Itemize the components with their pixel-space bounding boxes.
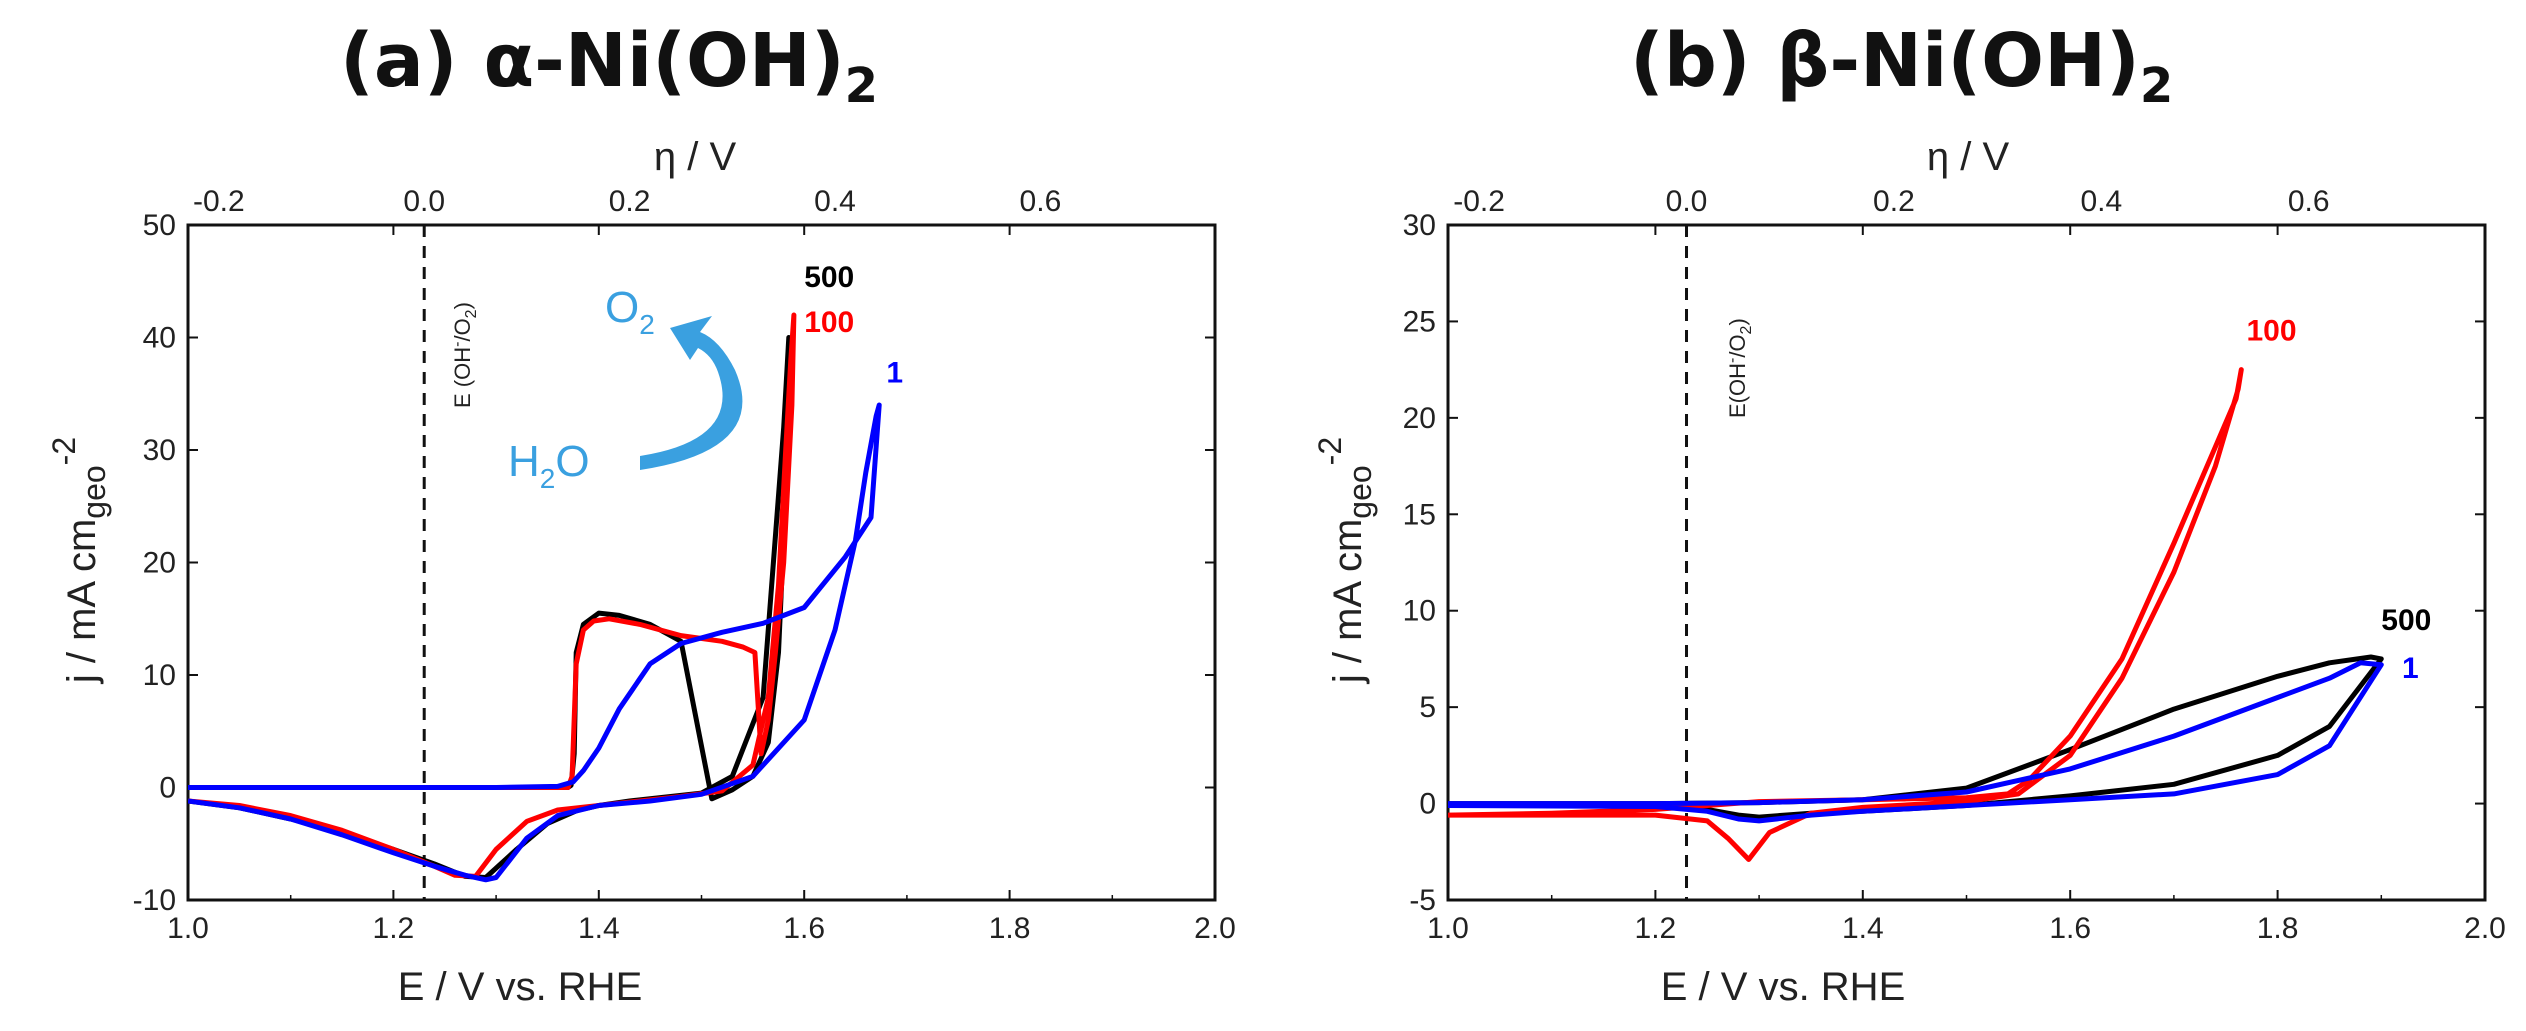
chart-b-xtick-label: 1.0: [1427, 912, 1469, 945]
chart-b-xtick-label: 1.2: [1635, 912, 1677, 945]
chart-b-series-label-1: 1: [2402, 652, 2419, 685]
h2o-sub: 2: [540, 463, 556, 494]
chart-b-top-tick-label: 0.4: [2080, 185, 2122, 218]
chart-b-xtick-label: 1.6: [2049, 912, 2091, 945]
chart-a-top-tick-label: 0.0: [403, 185, 445, 218]
chart-a-ytick-label: 40: [143, 322, 176, 355]
chart-a-ylabel-sub: geo: [76, 465, 112, 518]
chart-a-xlabel: E / V vs. RHE: [398, 965, 643, 1009]
chart-a-xtick-label: 1.0: [167, 912, 209, 945]
chart-b-ref-sub: 2: [1738, 325, 1755, 334]
chart-b-top-tick-label: -0.2: [1453, 185, 1505, 218]
chart-b-series-1: [1448, 660, 2384, 824]
o2-o: O: [605, 283, 639, 332]
chart-b-series-500: [1448, 654, 2384, 820]
h2o-o: O: [555, 437, 589, 486]
chart-a-ytick-label: 0: [159, 772, 176, 805]
chart-a-top-xlabel: η / V: [654, 135, 737, 179]
panel-b-title-text: (b) β-Ni(OH): [1630, 18, 2140, 104]
panel-b-title-subscript: 2: [2139, 57, 2174, 114]
chart-a-ytick-label: 50: [143, 209, 176, 242]
chart-a-xtick-label: 2.0: [1194, 912, 1236, 945]
chart-b-top-tick-label: 0.0: [1666, 185, 1708, 218]
chart-b-ylabel-sup: -2: [1312, 437, 1348, 465]
chart-b-top-tick-label: 0.2: [1873, 185, 1915, 218]
curved-arrow-icon: [640, 316, 743, 470]
chart-b-reference-label: E(OH-/O2): [1724, 318, 1755, 418]
o2-sub: 2: [639, 309, 655, 340]
chart-b-ref-sup: -: [1724, 358, 1741, 363]
panel-b-title: (b) β-Ni(OH)2: [1630, 18, 2173, 114]
chart-a-xtick-label: 1.8: [989, 912, 1031, 945]
chart-b-top-tick-label: 0.6: [2288, 185, 2330, 218]
chart-b-ytick-label: 10: [1403, 595, 1436, 628]
h2o-h: H: [508, 437, 540, 486]
chart-b-ylabel-main: j / mA cm: [1326, 519, 1370, 684]
chart-b-ytick-label: 30: [1403, 209, 1436, 242]
chart-a-ref-text: E (OH: [450, 347, 475, 408]
panel-a-title-text: (a) α-Ni(OH): [340, 18, 845, 104]
chart-a-ytick-label: -10: [133, 884, 176, 917]
chart-a-xtick-label: 1.6: [783, 912, 825, 945]
chart-a: η / V E / V vs. RHE j / mA cmgeo-2 E (OH…: [46, 135, 1236, 1009]
chart-b-ytick-label: -5: [1409, 884, 1436, 917]
chart-a-xtick-label: 1.4: [578, 912, 620, 945]
chart-a-reference-label: E (OH-/O2): [449, 302, 480, 408]
chart-b-series-100: [1448, 367, 2244, 862]
chart-b: η / V E / V vs. RHE j / mA cmgeo-2 E(OH-…: [1312, 135, 2506, 1009]
chart-b-top-xlabel: η / V: [1927, 135, 2010, 179]
chart-a-series-label-100: 100: [804, 306, 854, 339]
chart-b-ytick-label: 0: [1419, 788, 1436, 821]
chart-a-ylabel-sup: -2: [46, 437, 82, 465]
chart-b-xtick-label: 2.0: [2464, 912, 2506, 945]
chart-b-ytick-label: 15: [1403, 498, 1436, 531]
chart-b-series-label-100: 100: [2246, 315, 2296, 348]
reaction-annotation: H2O O2: [508, 283, 743, 494]
chart-a-ytick-label: 10: [143, 659, 176, 692]
chart-b-ylabel-sub: geo: [1342, 465, 1378, 518]
panel-a-title: (a) α-Ni(OH)2: [340, 18, 878, 114]
chart-a-ytick-label: 30: [143, 434, 176, 467]
chart-a-ylabel-main: j / mA cm: [60, 519, 104, 684]
chart-a-ref-sup: -: [449, 342, 466, 347]
chart-b-ref-text: E(OH: [1725, 363, 1750, 418]
chart-b-ytick-label: 5: [1419, 691, 1436, 724]
chart-a-series-label-1: 1: [886, 357, 903, 390]
chart-a-ref-sub: 2: [463, 309, 480, 318]
chart-a-top-tick-label: 0.6: [1020, 185, 1062, 218]
chart-b-ref-end: /O: [1725, 334, 1750, 357]
chart-b-xlabel: E / V vs. RHE: [1661, 965, 1906, 1009]
chart-b-ylabel: j / mA cmgeo-2: [1312, 437, 1378, 684]
o2-label: O2: [605, 283, 655, 340]
chart-a-ref-close: ): [450, 302, 475, 309]
chart-a-series-1: [188, 402, 882, 883]
chart-b-ref-close: ): [1725, 318, 1750, 325]
chart-b-ytick-label: 20: [1403, 402, 1436, 435]
chart-a-top-tick-label: 0.4: [814, 185, 856, 218]
chart-b-xtick-label: 1.8: [2257, 912, 2299, 945]
panel-a-title-subscript: 2: [844, 57, 879, 114]
chart-a-ytick-label: 20: [143, 547, 176, 580]
h2o-label: H2O: [508, 437, 590, 494]
chart-a-xtick-label: 1.2: [373, 912, 415, 945]
chart-a-ref-end: /O: [450, 318, 475, 341]
chart-a-ylabel: j / mA cmgeo-2: [46, 437, 112, 684]
chart-a-series-label-500: 500: [804, 261, 854, 294]
chart-b-xtick-label: 1.4: [1842, 912, 1884, 945]
chart-a-top-tick-label: 0.2: [609, 185, 651, 218]
chart-b-ytick-label: 25: [1403, 305, 1436, 338]
chart-b-series-label-500: 500: [2381, 604, 2431, 637]
chart-a-top-tick-label: -0.2: [193, 185, 245, 218]
